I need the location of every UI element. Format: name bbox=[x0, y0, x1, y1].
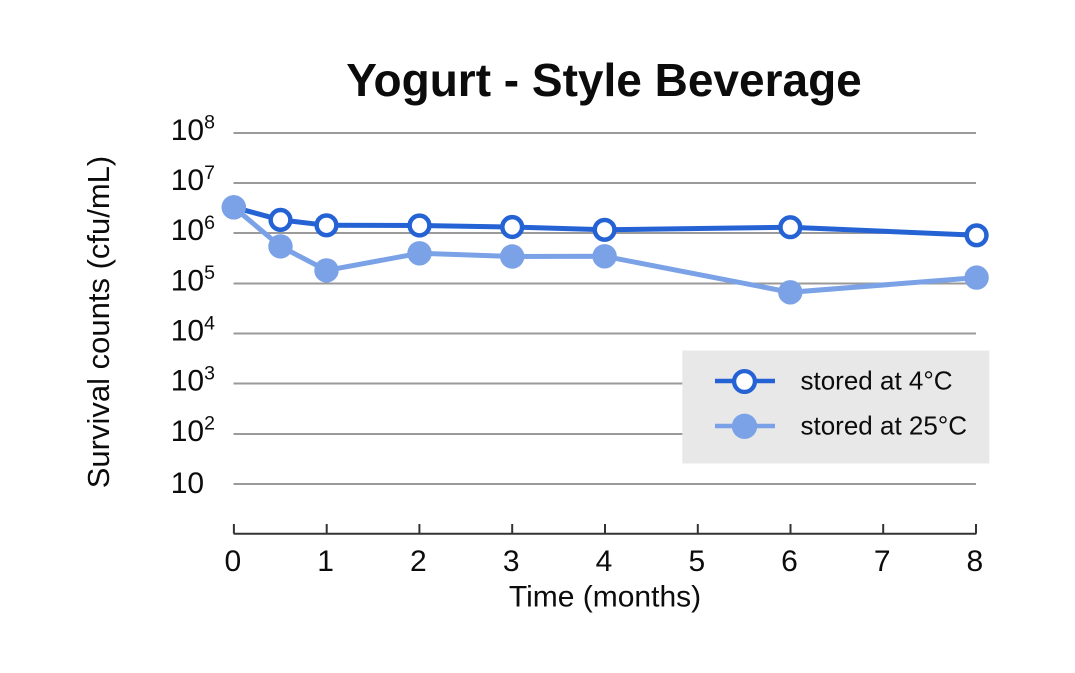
svg-text:5: 5 bbox=[688, 545, 705, 578]
svg-text:Survival counts (cfu/mL): Survival counts (cfu/mL) bbox=[81, 156, 116, 489]
svg-text:4: 4 bbox=[596, 545, 613, 578]
svg-text:Yogurt - Style Beverage: Yogurt - Style Beverage bbox=[346, 54, 862, 106]
svg-text:1: 1 bbox=[317, 545, 334, 578]
svg-text:7: 7 bbox=[874, 545, 891, 578]
svg-text:10: 10 bbox=[171, 467, 204, 500]
svg-text:Time (months): Time (months) bbox=[509, 581, 701, 614]
svg-text:3: 3 bbox=[503, 545, 520, 578]
svg-text:8: 8 bbox=[966, 545, 983, 578]
svg-text:2: 2 bbox=[410, 545, 427, 578]
svg-text:6: 6 bbox=[781, 545, 798, 578]
svg-text:stored at 4°C: stored at 4°C bbox=[801, 366, 953, 396]
svg-text:107: 107 bbox=[171, 162, 215, 197]
svg-text:stored at 25°C: stored at 25°C bbox=[801, 411, 968, 441]
svg-text:0: 0 bbox=[225, 545, 242, 578]
